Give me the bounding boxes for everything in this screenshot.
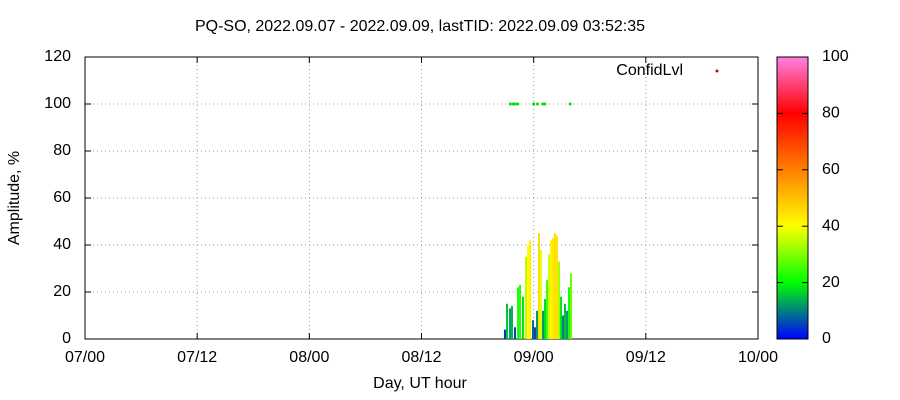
confidence-point xyxy=(532,102,536,106)
confidence-point xyxy=(513,102,517,106)
legend-marker xyxy=(715,69,719,73)
colorbar-tick-label: 60 xyxy=(822,161,840,178)
y-tick-label: 40 xyxy=(53,236,71,253)
x-tick-label: 07/12 xyxy=(177,349,217,366)
y-tick-label: 0 xyxy=(62,330,71,347)
y-tick-label: 80 xyxy=(53,142,71,159)
confidence-point xyxy=(543,102,547,106)
colorbar-tick-label: 20 xyxy=(822,274,840,291)
x-tick-label: 09/00 xyxy=(514,349,554,366)
confidence-point xyxy=(516,102,520,106)
colorbar-tick-label: 40 xyxy=(822,217,840,234)
x-axis-label: Day, UT hour xyxy=(373,375,467,392)
x-tick-label: 09/12 xyxy=(626,349,666,366)
x-tick-label: 10/00 xyxy=(738,349,778,366)
colorbar-tick-label: 80 xyxy=(822,105,840,122)
confidence-point xyxy=(508,102,512,106)
x-tick-label: 08/12 xyxy=(401,349,441,366)
y-tick-label: 120 xyxy=(44,48,71,65)
x-tick-label: 08/00 xyxy=(289,349,329,366)
y-tick-label: 100 xyxy=(44,95,71,112)
plot-frame xyxy=(84,56,759,340)
confidence-point xyxy=(568,102,572,106)
chart-title: PQ-SO, 2022.09.07 - 2022.09.09, lastTID:… xyxy=(195,18,645,35)
confidence-point xyxy=(535,102,539,106)
colorbar-tick-label: 0 xyxy=(822,330,831,347)
legend-label: ConfidLvl xyxy=(616,62,683,79)
x-tick-label: 07/00 xyxy=(65,349,105,366)
y-axis-label: Amplitude, % xyxy=(6,151,23,245)
y-tick-label: 20 xyxy=(53,283,71,300)
colorbar xyxy=(776,56,809,340)
y-tick-label: 60 xyxy=(53,189,71,206)
colorbar-tick-label: 100 xyxy=(822,48,849,65)
